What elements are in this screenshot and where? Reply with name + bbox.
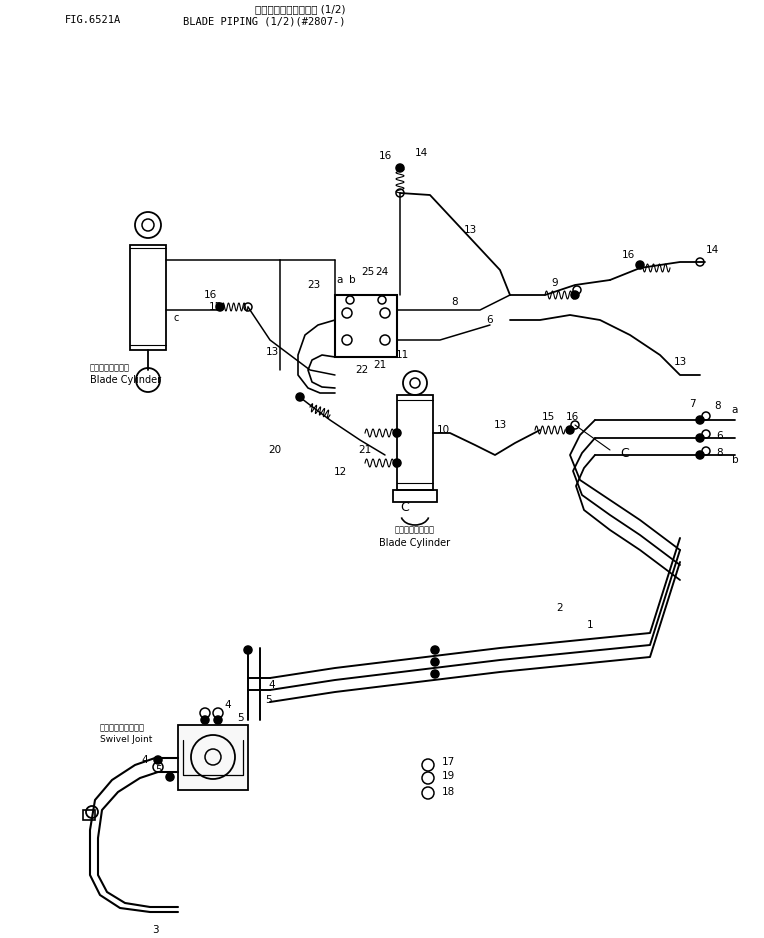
Text: BLADE PIPING (1/2)(#2807-): BLADE PIPING (1/2)(#2807-) [183, 16, 345, 26]
Circle shape [566, 426, 574, 434]
Text: ブレードシリンダ: ブレードシリンダ [395, 525, 435, 535]
Text: 13: 13 [494, 420, 507, 430]
Circle shape [696, 416, 704, 424]
Circle shape [431, 670, 439, 678]
Text: 4: 4 [225, 700, 231, 710]
Circle shape [431, 646, 439, 654]
Circle shape [393, 429, 401, 437]
Text: 7: 7 [688, 399, 695, 409]
Text: 11: 11 [396, 350, 409, 360]
Text: Blade Cylinder: Blade Cylinder [380, 538, 451, 548]
Text: C: C [400, 501, 409, 513]
Text: 13: 13 [464, 225, 477, 235]
Text: 19: 19 [442, 771, 455, 781]
Text: a: a [732, 405, 738, 415]
Text: 17: 17 [442, 757, 455, 767]
Text: 10: 10 [437, 425, 450, 435]
Text: 16: 16 [203, 290, 217, 300]
Text: 5: 5 [154, 765, 161, 775]
Text: 4: 4 [268, 680, 274, 690]
Text: b: b [732, 455, 738, 465]
Circle shape [201, 716, 209, 724]
Circle shape [636, 261, 644, 269]
Circle shape [396, 164, 404, 172]
Bar [83, 810, 95, 820]
Text: 16: 16 [379, 151, 392, 161]
Circle shape [216, 303, 224, 311]
Bar [178, 725, 248, 790]
Circle shape [214, 716, 222, 724]
Bar [130, 245, 166, 350]
Text: 14: 14 [705, 245, 719, 255]
Circle shape [296, 393, 304, 401]
Text: 5: 5 [265, 695, 272, 705]
Text: 8: 8 [717, 448, 724, 458]
Circle shape [244, 646, 252, 654]
Text: 15: 15 [542, 412, 555, 422]
Circle shape [393, 459, 401, 467]
Text: 5: 5 [237, 713, 243, 723]
Circle shape [166, 773, 174, 781]
Bar [393, 490, 437, 502]
Circle shape [154, 756, 162, 764]
Text: 8: 8 [452, 297, 458, 307]
Text: 20: 20 [268, 445, 282, 455]
Text: 21: 21 [374, 360, 387, 370]
Text: 6: 6 [717, 431, 724, 441]
Text: Blade Cylinder: Blade Cylinder [90, 375, 161, 385]
Text: 22: 22 [355, 365, 368, 375]
Text: b: b [348, 275, 355, 285]
Text: 25: 25 [361, 267, 374, 277]
Circle shape [696, 434, 704, 442]
Text: 18: 18 [442, 787, 455, 797]
Bar [397, 395, 433, 490]
Text: Swivel Joint: Swivel Joint [100, 735, 152, 745]
Circle shape [571, 291, 579, 299]
Text: 9: 9 [552, 278, 558, 288]
Text: c: c [174, 313, 180, 323]
Text: スイベルジョイント: スイベルジョイント [100, 723, 145, 733]
Text: 4: 4 [141, 755, 148, 765]
Text: 3: 3 [152, 925, 158, 935]
Text: ブレードシリンダ: ブレードシリンダ [90, 364, 130, 372]
Text: a: a [337, 275, 343, 285]
Text: 1: 1 [587, 620, 594, 630]
Text: 12: 12 [333, 467, 347, 477]
Circle shape [696, 451, 704, 459]
Text: 14: 14 [415, 148, 429, 158]
Text: 24: 24 [375, 267, 389, 277]
Text: FIG.6521A: FIG.6521A [65, 15, 121, 25]
Text: 8: 8 [714, 401, 721, 411]
Text: 16: 16 [621, 250, 635, 260]
Text: 2: 2 [557, 603, 563, 613]
Text: 6: 6 [487, 315, 494, 325]
Text: 21: 21 [358, 445, 371, 455]
Text: C: C [620, 446, 630, 460]
Text: 23: 23 [307, 280, 320, 290]
Text: ブレードハイピング゛ (1/2): ブレードハイピング゛ (1/2) [255, 4, 345, 14]
Bar [335, 295, 397, 357]
Text: 16: 16 [565, 412, 578, 422]
Text: 13: 13 [673, 357, 687, 367]
Circle shape [431, 658, 439, 666]
Text: 13: 13 [265, 347, 279, 357]
Text: 15: 15 [209, 302, 222, 312]
